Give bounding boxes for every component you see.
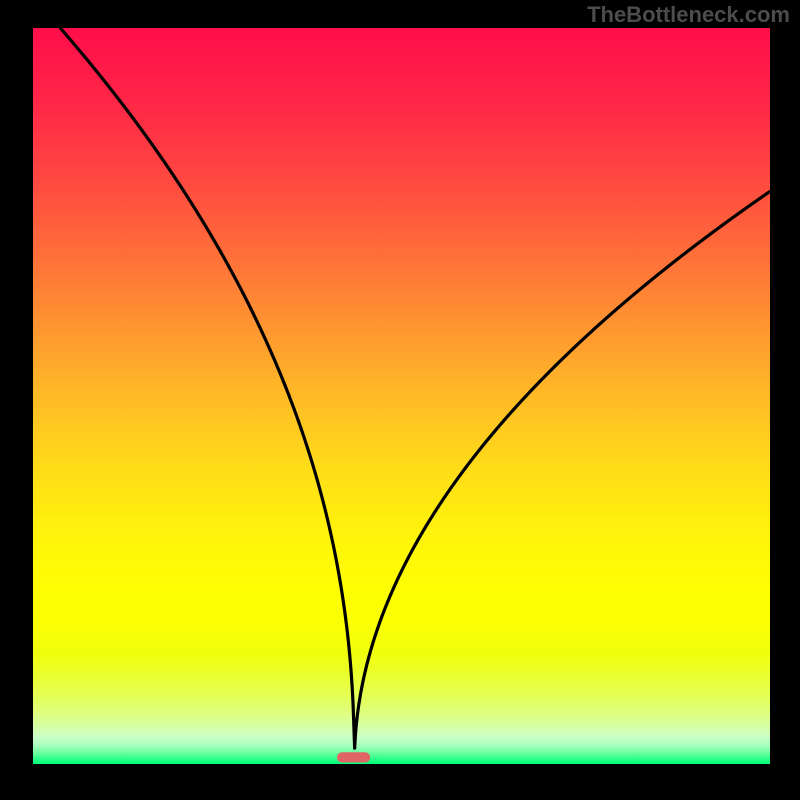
chart-root: TheBottleneck.com bbox=[0, 0, 800, 800]
chart-svg bbox=[0, 0, 800, 800]
plot-background bbox=[33, 28, 770, 764]
watermark-text: TheBottleneck.com bbox=[587, 2, 790, 28]
optimal-marker bbox=[337, 752, 370, 762]
